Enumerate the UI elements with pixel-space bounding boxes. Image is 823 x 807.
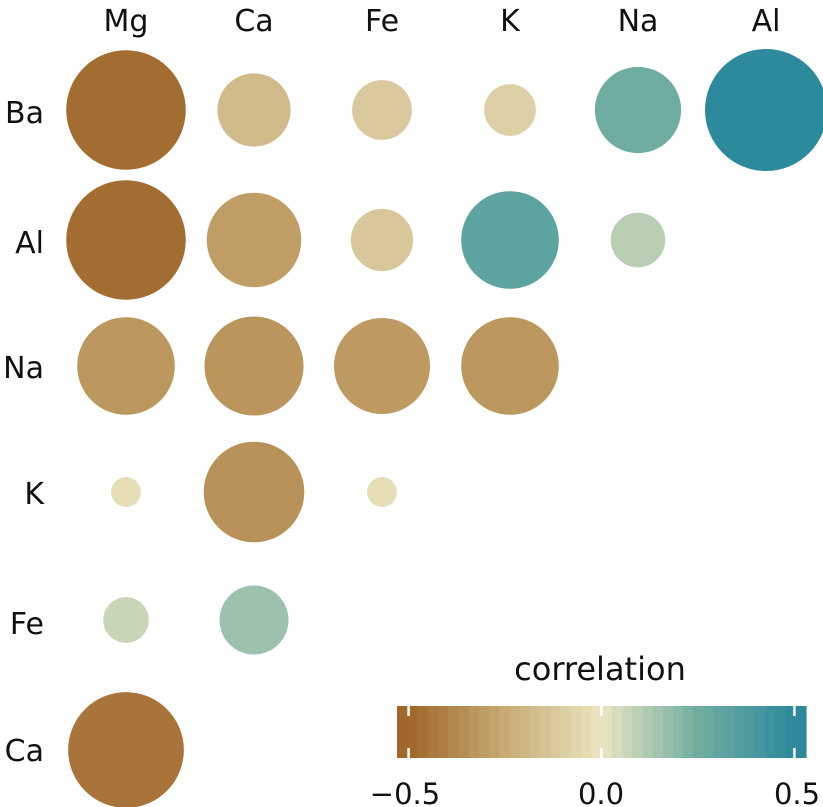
legend-color-segment xyxy=(765,706,776,758)
legend-tick-label-pos: 0.5 xyxy=(774,777,820,807)
legend-color-segment xyxy=(581,706,592,758)
legend-color-segment xyxy=(427,706,439,758)
legend-color-segment xyxy=(570,706,582,758)
circle-al-fe xyxy=(350,208,414,272)
circle-k-ca xyxy=(203,441,305,543)
legend-color-segment xyxy=(693,706,705,758)
circle-al-k xyxy=(461,191,559,289)
legend-color-segment xyxy=(621,706,633,758)
legend-color-segment xyxy=(499,706,511,758)
legend-color-segment xyxy=(713,706,725,758)
row-labels: Ba Al Na K Fe Ca xyxy=(3,96,45,769)
circle-ba-fe xyxy=(352,80,412,140)
legend-color-segment xyxy=(632,706,643,758)
circle-na-fe xyxy=(333,317,431,415)
circle-fe-mg xyxy=(103,597,149,643)
legend-color-segment xyxy=(407,706,419,758)
legend-color-segment xyxy=(611,706,623,758)
circle-ba-al xyxy=(705,49,823,171)
legend-color-segment xyxy=(795,706,807,758)
circle-k-fe xyxy=(367,477,397,507)
legend-color-segment xyxy=(417,706,429,758)
legend-color-segment xyxy=(458,706,470,758)
circle-ba-na xyxy=(594,66,682,154)
column-label-k: K xyxy=(500,4,521,39)
legend-color-segment xyxy=(754,706,766,758)
column-label-fe: Fe xyxy=(365,4,399,39)
circle-ba-ca xyxy=(217,73,291,147)
legend-color-segment xyxy=(703,706,715,758)
row-label-k: K xyxy=(24,477,45,512)
legend-tick-label-neg: −0.5 xyxy=(370,777,440,807)
row-label-na: Na xyxy=(3,351,44,386)
legend-color-segment xyxy=(662,706,674,758)
circle-ba-mg xyxy=(66,50,186,170)
column-label-ca: Ca xyxy=(234,4,273,39)
legend-color-segment xyxy=(478,706,490,758)
legend-color-segment xyxy=(397,706,408,758)
legend-color-segment xyxy=(560,706,572,758)
row-label-fe: Fe xyxy=(10,607,44,642)
color-legend: correlation −0.5 0.0 0.5 xyxy=(370,650,820,807)
legend-color-segment xyxy=(448,706,459,758)
circle-al-na xyxy=(610,212,666,268)
legend-tick-marks xyxy=(407,706,796,758)
legend-color-segment xyxy=(744,706,756,758)
column-label-mg: Mg xyxy=(104,4,149,39)
circle-al-mg xyxy=(66,180,186,300)
circle-ba-k xyxy=(484,84,536,136)
legend-color-segment xyxy=(673,706,684,758)
legend-tick-label-zero: 0.0 xyxy=(578,777,624,807)
legend-color-segment xyxy=(437,706,449,758)
legend-color-segment xyxy=(591,706,603,758)
legend-color-segment xyxy=(540,706,551,758)
circle-na-k xyxy=(461,317,559,415)
row-label-ca: Ca xyxy=(5,734,44,769)
legend-color-segment xyxy=(785,706,797,758)
legend-color-segment xyxy=(601,706,613,758)
legend-color-segment xyxy=(652,706,664,758)
legend-color-segment xyxy=(683,706,695,758)
legend-colorbar xyxy=(397,706,807,758)
legend-color-segment xyxy=(642,706,654,758)
row-label-ba: Ba xyxy=(5,96,44,131)
legend-color-segment xyxy=(550,706,562,758)
row-label-al: Al xyxy=(15,226,44,261)
circle-ca-mg xyxy=(68,692,184,807)
circle-na-mg xyxy=(77,317,175,415)
legend-title: correlation xyxy=(514,650,686,688)
column-label-al: Al xyxy=(752,4,781,39)
legend-color-segment xyxy=(489,706,500,758)
correlation-circles xyxy=(66,49,823,807)
column-labels: Mg Ca Fe K Na Al xyxy=(104,4,781,39)
legend-color-segment xyxy=(734,706,746,758)
legend-color-segment xyxy=(468,706,480,758)
circle-k-mg xyxy=(111,477,141,507)
circle-fe-ca xyxy=(219,585,289,655)
legend-color-segment xyxy=(775,706,787,758)
legend-color-segment xyxy=(529,706,541,758)
circle-al-ca xyxy=(206,192,302,288)
legend-color-segment xyxy=(509,706,521,758)
column-label-na: Na xyxy=(618,4,659,39)
legend-color-segment xyxy=(519,706,531,758)
legend-color-segment xyxy=(724,706,736,758)
circle-na-ca xyxy=(204,316,304,416)
